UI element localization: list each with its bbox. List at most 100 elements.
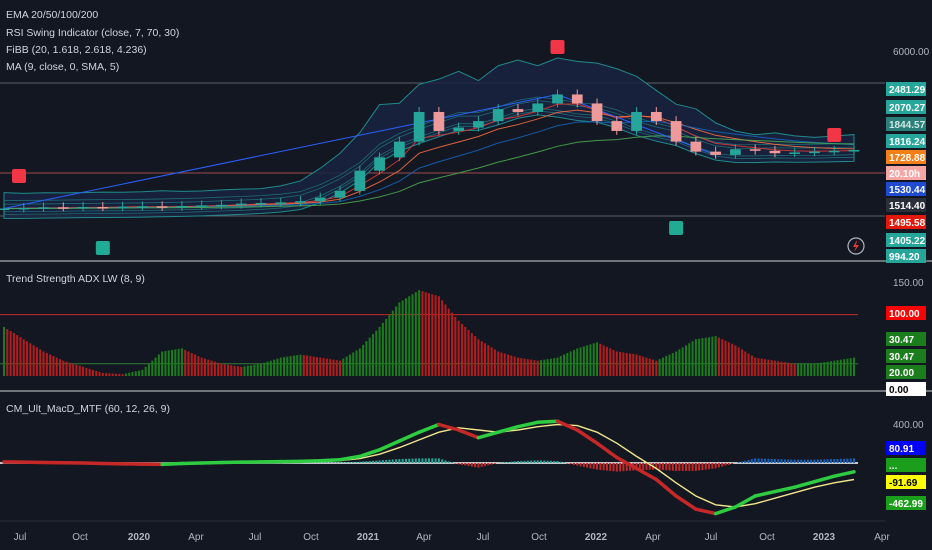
macd-histogram-bar: [507, 462, 510, 463]
adx-bar: [675, 351, 678, 376]
macd-histogram-bar: [523, 460, 526, 463]
adx-bar: [378, 326, 381, 376]
macd-line-segment: [713, 505, 738, 516]
macd-histogram-bar: [421, 458, 424, 463]
macd-histogram-bar: [536, 460, 539, 463]
adx-bar: [632, 354, 635, 376]
indicator-label-ma[interactable]: MA (9, close, 0, SMA, 5): [6, 61, 119, 73]
price-panel[interactable]: [0, 40, 860, 255]
macd-line-segment: [476, 430, 500, 440]
axis-tag-bg: [886, 475, 926, 489]
macd-histogram-bar: [731, 463, 734, 464]
adx-bar: [3, 326, 5, 376]
macd-panel[interactable]: [0, 419, 858, 516]
axis-tag-bg: [886, 198, 926, 212]
macd-histogram-bar: [813, 459, 816, 463]
candle-body: [393, 141, 405, 158]
adx-bar: [434, 295, 437, 376]
indicator-label-ema[interactable]: EMA 20/50/100/200: [6, 9, 98, 21]
macd-histogram-bar: [691, 463, 694, 471]
indicator-label-fibb[interactable]: FiBB (20, 1.618, 2.618, 4.236): [6, 44, 147, 56]
adx-bar: [118, 373, 121, 376]
axis-tag-bg: [886, 166, 926, 180]
adx-bar: [829, 361, 832, 376]
adx-bar: [737, 347, 740, 376]
adx-bar: [688, 343, 691, 376]
candle-body: [512, 109, 524, 112]
axis-tag-bg: [886, 249, 926, 263]
macd-histogram-bar: [447, 461, 450, 463]
adx-bar: [796, 363, 799, 376]
adx-bar: [35, 347, 38, 376]
macd-histogram-bar: [470, 463, 473, 467]
macd-histogram-bar: [437, 458, 440, 463]
adx-bar: [464, 326, 467, 376]
macd-histogram-bar: [589, 463, 592, 469]
candle-body: [473, 121, 484, 128]
adx-bar: [240, 366, 243, 376]
macd-histogram-bar: [484, 463, 487, 467]
adx-bar: [477, 339, 480, 376]
adx-bar: [757, 358, 760, 376]
macd-line-segment: [832, 470, 856, 478]
time-axis-label-14: 2023: [813, 532, 836, 543]
macd-histogram-bar: [533, 460, 536, 463]
macd-histogram-bar: [605, 463, 608, 471]
macd-histogram-bar: [625, 463, 628, 471]
adx-bar: [147, 363, 150, 376]
adx-bar: [635, 354, 638, 376]
indicator-label-adx[interactable]: Trend Strength ADX LW (8, 9): [6, 273, 145, 285]
adx-bar: [72, 363, 75, 376]
adx-bar: [806, 363, 809, 376]
adx-bar: [589, 344, 592, 376]
adx-bar: [32, 345, 35, 376]
adx-bar: [381, 322, 384, 376]
adx-bar: [75, 364, 78, 376]
adx-bar: [85, 367, 88, 376]
adx-bar: [19, 337, 22, 376]
adx-bar: [187, 351, 190, 376]
adx-bar: [793, 363, 796, 376]
macd-line-segment: [81, 461, 105, 466]
adx-bar: [596, 342, 599, 376]
macd-histogram-bar: [721, 463, 724, 467]
time-axis-label-13: Oct: [759, 532, 775, 543]
adx-bar: [563, 354, 566, 376]
time-axis[interactable]: Jul Oct 2020 Apr Jul Oct 2021 Apr Jul Oct 2022 Apr J…: [14, 532, 891, 543]
adx-tag-3: 20.00: [889, 368, 914, 379]
adx-bar: [658, 359, 661, 376]
adx-bar: [250, 365, 253, 376]
swing-low-marker: [95, 241, 110, 255]
adx-bar: [839, 359, 842, 376]
lightning-icon[interactable]: [847, 237, 865, 255]
macd-histogram-bar: [783, 459, 786, 463]
adx-bar: [540, 360, 543, 376]
macd-histogram-bar: [622, 463, 625, 472]
candle-body: [156, 206, 168, 208]
adx-panel[interactable]: [0, 290, 858, 376]
adx-bar: [622, 352, 625, 376]
trendline: [3, 93, 558, 210]
macd-histogram-bar: [477, 463, 480, 468]
adx-bar: [418, 290, 421, 376]
adx-bar: [536, 360, 539, 376]
macd-histogram-bar: [546, 460, 549, 463]
adx-bar: [59, 359, 62, 376]
macd-histogram-bar: [586, 463, 589, 468]
macd-histogram-bar: [434, 458, 437, 463]
time-axis-label-8: Jul: [477, 532, 490, 543]
adx-bar: [312, 356, 315, 376]
macd-line-segment: [199, 460, 224, 465]
adx-bar: [9, 331, 12, 376]
macd-line-segment: [496, 424, 520, 434]
indicator-label-macd[interactable]: CM_Ult_MacD_MTF (60, 12, 26, 9): [6, 403, 170, 415]
adx-bar: [157, 354, 160, 376]
adx-bar: [6, 328, 9, 376]
adx-bar: [717, 337, 720, 376]
macd-histogram-bar: [780, 459, 783, 463]
adx-bar: [843, 359, 846, 376]
axis-tag-bg: [886, 182, 926, 196]
indicator-label-rsi[interactable]: RSI Swing Indicator (close, 7, 70, 30): [6, 27, 179, 39]
adx-bar: [266, 361, 269, 376]
